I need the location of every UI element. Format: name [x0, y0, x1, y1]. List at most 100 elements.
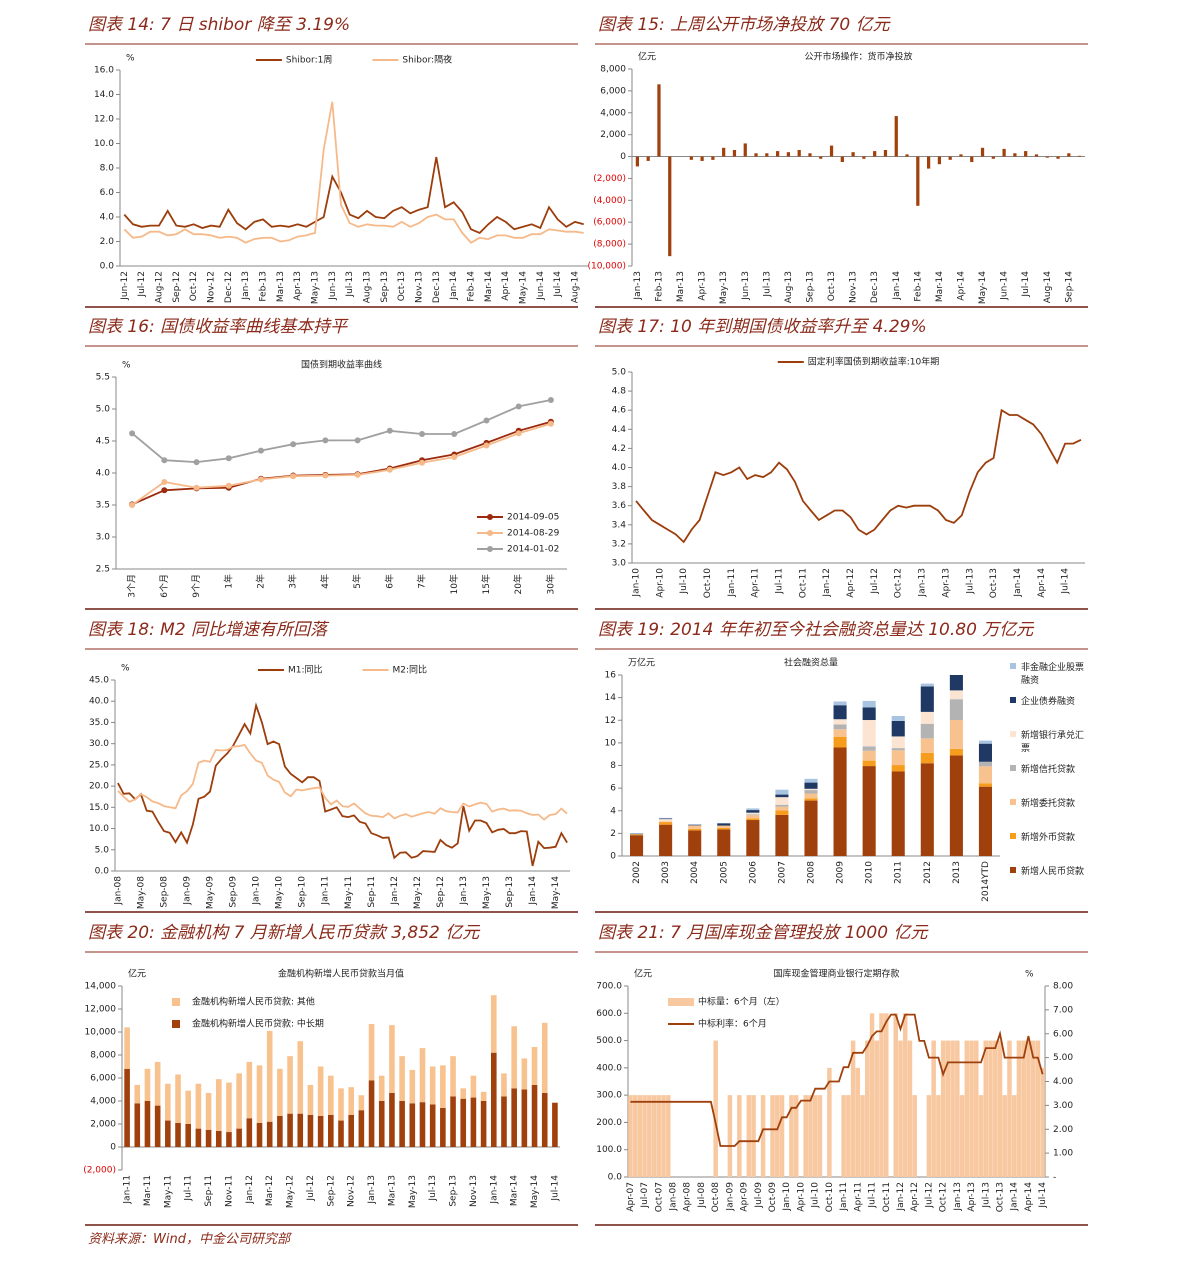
bar: [688, 828, 702, 831]
y-tick-label: 600.0: [596, 1009, 622, 1019]
plot: [129, 397, 554, 508]
x-tick-label: 30年: [544, 574, 556, 594]
y-unit: 亿元: [128, 968, 146, 980]
bar: [552, 1102, 558, 1147]
bar: [287, 1113, 293, 1147]
legend-label: 企业债券融资: [1021, 697, 1076, 707]
bar: [629, 833, 644, 834]
x-tick-label: May-10: [275, 876, 285, 909]
x-tick-label: Jul-13: [762, 271, 772, 298]
legend-item: 新增信托贷款: [1010, 762, 1090, 796]
bar: [978, 786, 993, 856]
marker: [161, 457, 168, 464]
legend-item: 新增银行承兑汇票: [1010, 728, 1090, 762]
bar: [1026, 1040, 1031, 1177]
x-tick-label: Aug-13: [363, 271, 373, 303]
bar: [277, 1068, 283, 1116]
y-unit: %: [122, 361, 131, 371]
x-tick-label: Oct-11: [882, 1182, 892, 1212]
y-tick-label: 12,000: [85, 1005, 117, 1015]
x-tick-label: Jan-11: [123, 1175, 133, 1205]
x-tick-label: 10年: [448, 574, 460, 594]
chart-title: 社会融资总量: [784, 657, 838, 669]
legend-label: 金融机构新增人民币贷款: 其他: [192, 996, 315, 1008]
x-tick-label: Jan-13: [459, 876, 469, 906]
bar: [256, 1065, 263, 1123]
x-tick-label: Sep-11: [204, 1175, 214, 1207]
bar: [165, 1083, 171, 1121]
bar: [246, 1061, 253, 1119]
bar: [751, 1095, 756, 1177]
bar: [978, 743, 993, 762]
y-tick-label: 3.4: [612, 520, 627, 530]
y-tick-label: 12: [605, 716, 616, 726]
bar: [891, 771, 905, 856]
x-tick-label: May-11: [344, 876, 354, 909]
x-tick-label: Jan-14: [892, 271, 902, 301]
x-tick-label: Oct-12: [939, 1182, 949, 1212]
chart-title: 金融机构新增人民币贷款当月值: [278, 968, 404, 980]
y-tick-label: 10.0: [94, 139, 114, 149]
x-tick-label: Jan-10: [782, 1182, 792, 1212]
x-tick-label: 2年: [254, 574, 266, 589]
x-tick-label: Apr-08: [683, 1182, 693, 1212]
bar: [713, 1040, 718, 1177]
x-tick-label: Dec-13: [870, 271, 880, 303]
bar: [817, 1095, 823, 1177]
y-tick-label: 4,000: [600, 108, 626, 118]
bar: [307, 1114, 314, 1147]
x-tick-label: Mar-14: [935, 271, 945, 302]
bar: [661, 1095, 666, 1177]
x-tick-label: Jul-14: [1061, 568, 1071, 595]
x-tick-label: May-13: [408, 1175, 418, 1208]
bar: [978, 740, 993, 744]
y-unit: 亿元: [634, 968, 652, 980]
bar: [646, 156, 650, 161]
y-tick-label: 35.0: [89, 718, 109, 728]
bar: [760, 1095, 766, 1177]
plot: [124, 995, 558, 1147]
bar: [959, 1095, 965, 1177]
bar: [338, 1088, 344, 1121]
bar: [1040, 1067, 1045, 1177]
bar: [647, 1095, 652, 1177]
legend: M1:同比 M2:同比: [257, 664, 427, 676]
bar: [521, 1089, 528, 1147]
bar: [470, 1097, 477, 1147]
bar: [804, 788, 818, 791]
x-tick-label: Oct-12: [189, 271, 199, 301]
bar: [348, 1114, 354, 1147]
y2-tick-label: 5.00: [1053, 1053, 1073, 1063]
bar: [978, 761, 993, 767]
bar: [236, 1073, 242, 1129]
bar: [862, 156, 866, 159]
bar: [165, 1120, 171, 1147]
bar: [317, 1066, 324, 1116]
bar: [700, 156, 704, 161]
bar: [883, 149, 888, 157]
chart-title: 公开市场操作：货币净投放: [804, 51, 912, 63]
bar: [307, 1084, 314, 1115]
bar: [891, 765, 905, 772]
legend-label: 金融机构新增人民币贷款: 中长期: [192, 1018, 324, 1030]
legend-label: 新增人民币贷款: [1021, 867, 1085, 877]
bar: [804, 790, 818, 794]
y-tick-label: (2,000): [83, 1166, 116, 1176]
bar: [804, 782, 818, 789]
x-tick-label: Apr-10: [655, 568, 665, 598]
x-tick-label: 4年: [319, 574, 331, 589]
x-tick-label: Jul-12: [870, 568, 880, 595]
bar: [266, 1030, 273, 1122]
x-tick-label: Apr-14: [1024, 1182, 1034, 1212]
legend-swatch: [487, 514, 493, 520]
x-tick-label: Jan-12: [245, 1175, 255, 1205]
x-tick-label: May-14: [978, 271, 988, 304]
bar: [521, 1058, 528, 1090]
legend-label: Shibor:1周: [286, 55, 332, 66]
legend-swatch: [1010, 867, 1016, 873]
x-tick-label: Apr-12: [846, 568, 856, 598]
x-tick-label: Jul-11: [184, 1175, 194, 1202]
plot: [628, 1013, 1045, 1177]
x-tick-label: Sep-13: [805, 271, 815, 303]
